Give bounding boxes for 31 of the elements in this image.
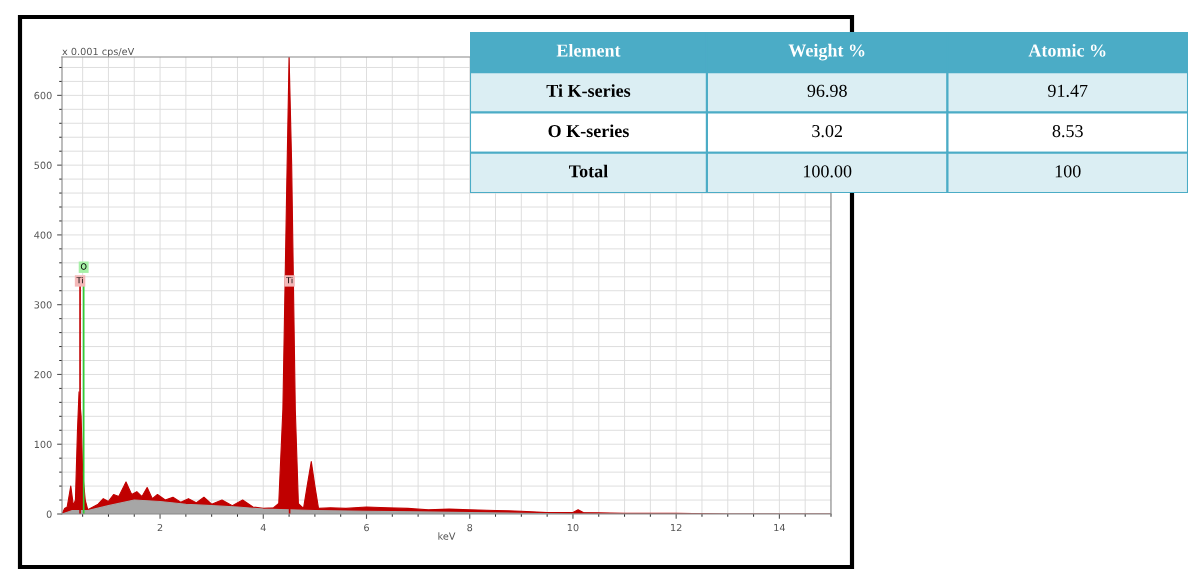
x-axis-title: keV [438,532,456,540]
text: 100 [1055,165,1081,178]
text: Element [556,43,621,57]
y-tick-label: 300 [34,301,52,309]
ref-line-label: O [80,263,87,270]
y-axis-title: x 0.001 cps/eV [62,47,135,57]
x-tick-label: 6 [364,523,369,532]
annotation: Ti K-series [546,84,631,97]
text: Atomic % [1028,43,1106,57]
annotation: 96.98 [807,84,847,97]
ref-line-label: Ti [286,276,293,284]
annotation: O K-series [548,124,629,138]
ref-line-label: Ti [76,276,83,284]
y-tick-label: 100 [34,440,52,449]
x-tick-label: 10 [567,523,579,532]
x-tick-label: 8 [467,523,473,532]
y-tick-label: 500 [34,161,52,169]
y-tick-label: 0 [46,510,52,518]
annotation: Total [569,164,608,178]
annotation: 100.00 [803,165,852,178]
x-tick-label: 14 [774,524,786,532]
text: 8.53 [1052,124,1083,138]
text: 91.47 [1048,84,1088,97]
x-tick-label: 4 [260,524,266,532]
x-tick-label: 2 [157,523,163,532]
y-tick-label: 200 [34,370,52,379]
x-tick-label: 12 [671,523,682,532]
y-tick-label: 400 [34,231,52,239]
annotation: 3.02 [812,124,843,138]
y-tick-label: 600 [34,91,52,100]
annotation: Weight % [788,43,865,61]
